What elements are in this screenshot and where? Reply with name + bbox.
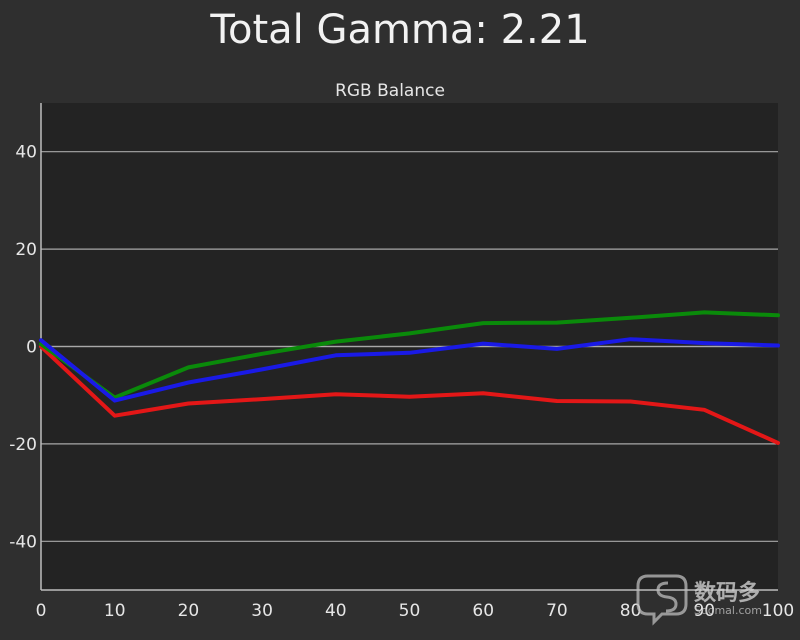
- watermark-logo-icon: [636, 574, 688, 626]
- y-tick-label: -40: [9, 532, 37, 552]
- x-tick-label: 70: [546, 601, 568, 621]
- x-tick-label: 60: [472, 601, 494, 621]
- x-tick-label: 80: [620, 601, 642, 621]
- series-line: [39, 310, 780, 400]
- series-line: [39, 337, 780, 403]
- chart-title: Total Gamma: 2.21: [210, 7, 590, 53]
- x-tick-label: 100: [762, 601, 794, 621]
- series-line: [39, 344, 780, 445]
- watermark-text: 数码多: [694, 580, 760, 606]
- chart-subtitle: RGB Balance: [335, 81, 445, 101]
- x-tick-label: 50: [399, 601, 421, 621]
- soomal-watermark: 数码多 Soomal.com: [636, 574, 762, 626]
- x-tick-label: 20: [178, 601, 200, 621]
- x-tick-label: 0: [36, 601, 47, 621]
- x-tick-label: 30: [251, 601, 273, 621]
- x-tick-label: 40: [325, 601, 347, 621]
- x-tick-label: 90: [693, 601, 715, 621]
- watermark-subtext: Soomal.com: [694, 604, 762, 617]
- y-tick-label: 40: [15, 143, 37, 163]
- y-tick-label: -20: [9, 435, 37, 455]
- x-tick-label: 10: [104, 601, 126, 621]
- y-tick-label: 0: [26, 338, 37, 358]
- y-tick-label: 20: [15, 240, 37, 260]
